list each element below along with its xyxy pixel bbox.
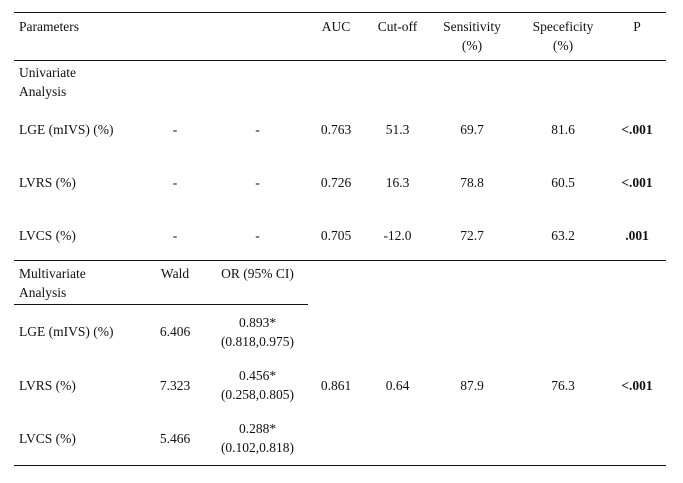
- header-specificity-unit: (%): [552, 38, 574, 53]
- header-sensitivity: Sensitivity: [443, 19, 501, 34]
- uni-row3-param: LVCS (%): [19, 228, 76, 243]
- multivariate-wald-header: Wald: [160, 266, 190, 281]
- table-top-rule: [14, 12, 666, 13]
- univariate-title-2: Analysis: [19, 84, 67, 99]
- multi-combined-spec: 76.3: [551, 378, 575, 393]
- uni-row2-spec: 60.5: [551, 175, 575, 190]
- multivariate-subheader-rule: [14, 304, 308, 305]
- multi-row3-wald: 5.466: [159, 431, 191, 446]
- multivariate-or-header: OR (95% CI): [221, 266, 294, 281]
- uni-row2-wald: -: [172, 175, 178, 190]
- multi-row1-param: LGE (mIVS) (%): [19, 324, 114, 339]
- multi-combined-auc: 0.861: [320, 378, 352, 393]
- uni-row3-wald: -: [172, 228, 178, 243]
- multi-combined-sens: 87.9: [460, 378, 484, 393]
- multi-row1-or: 0.893*: [238, 315, 277, 330]
- multi-row3-ci: (0.102,0.818): [220, 440, 295, 455]
- table-bottom-rule: [14, 465, 666, 466]
- univariate-bottom-rule: [14, 260, 666, 261]
- header-sensitivity-unit: (%): [461, 38, 483, 53]
- uni-row1-auc: 0.763: [320, 122, 352, 137]
- uni-row1-wald: -: [172, 122, 178, 137]
- uni-row2-sens: 78.8: [460, 175, 484, 190]
- uni-row1-spec: 81.6: [551, 122, 575, 137]
- header-cutoff: Cut-off: [377, 19, 418, 34]
- uni-row2-param: LVRS (%): [19, 175, 76, 190]
- header-bottom-rule: [14, 60, 666, 61]
- uni-row2-or: -: [255, 175, 260, 190]
- multivariate-title-2: Analysis: [19, 285, 67, 300]
- multi-row2-ci: (0.258,0.805): [220, 387, 295, 402]
- uni-row2-p: <.001: [621, 175, 653, 190]
- header-p: P: [633, 19, 641, 34]
- multi-row2-or: 0.456*: [238, 368, 277, 383]
- uni-row3-cutoff: -12.0: [383, 228, 412, 243]
- multi-row3-param: LVCS (%): [19, 431, 76, 446]
- uni-row2-cutoff: 16.3: [385, 175, 410, 190]
- header-specificity: Speceficity: [532, 19, 594, 34]
- multi-row1-wald: 6.406: [159, 324, 191, 339]
- univariate-title: Univariate: [19, 65, 76, 80]
- uni-row1-p: <.001: [621, 122, 653, 137]
- uni-row3-sens: 72.7: [460, 228, 484, 243]
- header-auc: AUC: [321, 19, 351, 34]
- uni-row3-p: .001: [625, 228, 649, 243]
- uni-row1-sens: 69.7: [460, 122, 484, 137]
- uni-row2-auc: 0.726: [320, 175, 352, 190]
- uni-row1-param: LGE (mIVS) (%): [19, 122, 114, 137]
- multi-combined-cutoff: 0.64: [385, 378, 410, 393]
- header-parameters: Parameters: [19, 19, 79, 34]
- uni-row1-cutoff: 51.3: [385, 122, 410, 137]
- multi-combined-p: <.001: [621, 378, 653, 393]
- uni-row3-auc: 0.705: [320, 228, 352, 243]
- multivariate-title: Multivariate: [19, 266, 86, 281]
- multi-row3-or: 0.288*: [238, 421, 277, 436]
- multi-row2-wald: 7.323: [159, 378, 191, 393]
- uni-row3-spec: 63.2: [551, 228, 575, 243]
- multi-row1-ci: (0.818,0.975): [220, 334, 295, 349]
- uni-row1-or: -: [255, 122, 260, 137]
- uni-row3-or: -: [255, 228, 260, 243]
- multi-row2-param: LVRS (%): [19, 378, 76, 393]
